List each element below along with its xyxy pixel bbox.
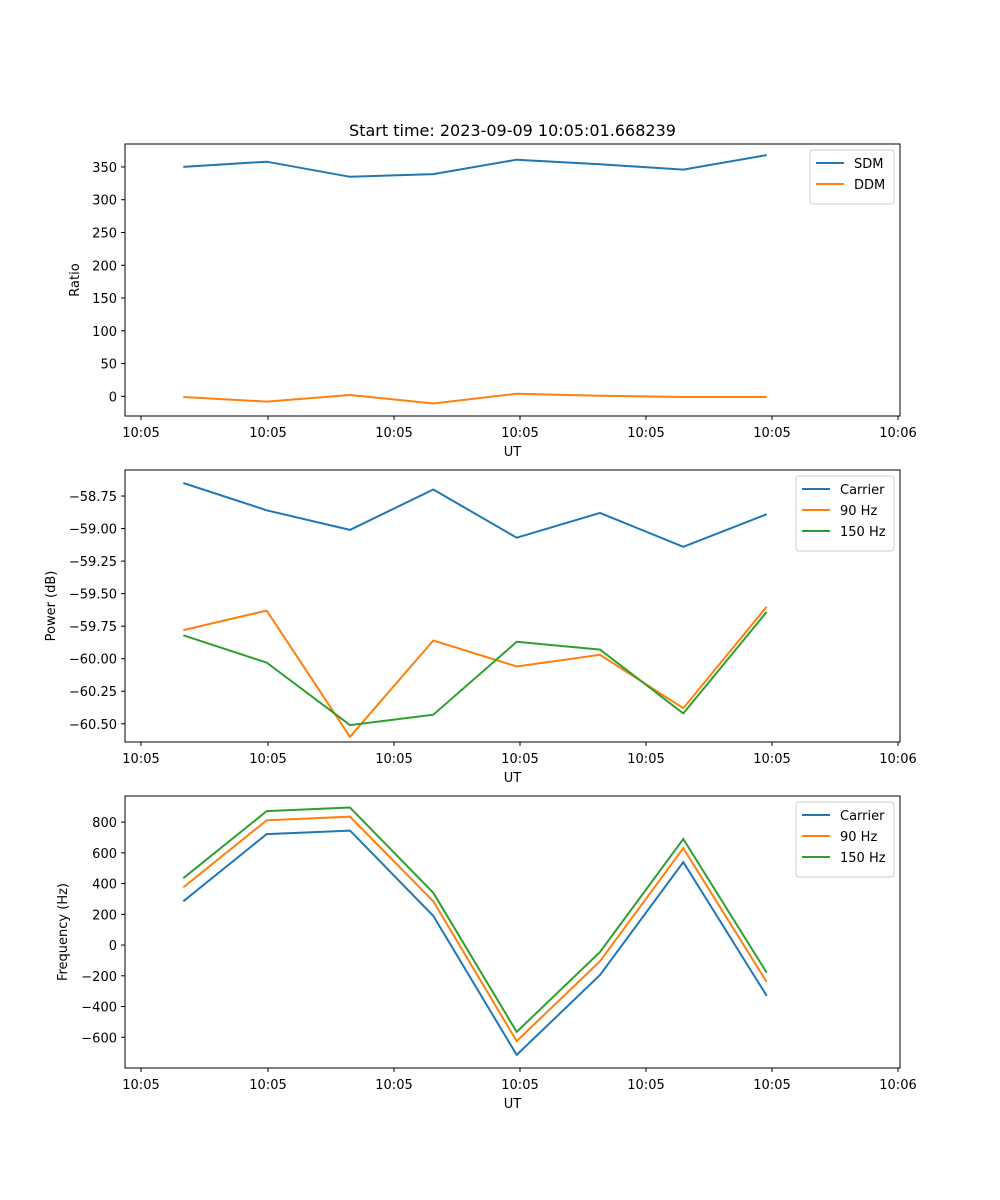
y-tick-label: −60.50 — [69, 718, 117, 733]
x-tick-label: 10:05 — [501, 752, 538, 767]
y-tick-label: 800 — [92, 816, 117, 831]
x-tick-label: 10:05 — [627, 426, 664, 441]
y-tick-label: 50 — [100, 358, 117, 373]
legend-box — [795, 801, 895, 878]
y-tick-label: −59.25 — [69, 555, 117, 570]
x-tick-label: 10:05 — [375, 752, 412, 767]
x-tick-label: 10:05 — [627, 752, 664, 767]
x-tick-label: 10:05 — [501, 426, 538, 441]
y-axis-label: Frequency (Hz) — [56, 883, 71, 981]
x-tick-label: 10:05 — [249, 1078, 286, 1093]
y-axis-label: Ratio — [68, 263, 83, 296]
x-tick-label: 10:05 — [627, 1078, 664, 1093]
x-axis-label: UT — [504, 445, 522, 460]
x-tick-label: 10:05 — [249, 752, 286, 767]
legend-box — [795, 475, 895, 552]
series-line-90-hz — [182, 815, 768, 1043]
y-tick-label: −60.00 — [69, 653, 117, 668]
y-tick-label: 400 — [92, 878, 117, 893]
y-tick-label: 250 — [92, 226, 117, 241]
x-tick-label: 10:05 — [249, 426, 286, 441]
series-line-150-hz — [182, 611, 768, 727]
subplot-3: −600 −400 −200 0 200 400 600 800 10:05 10:05 10:05… — [56, 795, 917, 1112]
x-tick-label: 10:05 — [375, 1078, 412, 1093]
axes-frame — [124, 469, 901, 743]
series-line-carrier — [182, 482, 768, 548]
y-tick-label: 300 — [92, 194, 117, 209]
y-tick-label: 200 — [92, 908, 117, 923]
figure-title: Start time: 2023-09-09 10:05:01.668239 — [349, 121, 676, 140]
legend-entry: Carrier — [840, 483, 885, 498]
y-tick-label: −59.50 — [69, 588, 117, 603]
y-tick-label: 150 — [92, 292, 117, 307]
y-tick-label: −59.00 — [69, 523, 117, 538]
x-tick-label: 10:05 — [375, 426, 412, 441]
legend: Carrier 90 Hz 150 Hz — [795, 801, 895, 878]
legend-entry: 90 Hz — [840, 830, 877, 845]
legend-entry: Carrier — [840, 809, 885, 824]
x-axis-label: UT — [504, 771, 522, 786]
y-tick-label: −58.75 — [69, 490, 117, 505]
legend-entry: 90 Hz — [840, 504, 877, 519]
x-tick-label: 10:06 — [879, 752, 916, 767]
x-axis-label: UT — [504, 1097, 522, 1112]
y-tick-label: −200 — [81, 970, 117, 985]
series-line-150-hz — [182, 806, 768, 1034]
axes-frame — [124, 143, 901, 417]
x-tick-label: 10:05 — [122, 1078, 159, 1093]
y-tick-label: −60.25 — [69, 685, 117, 700]
y-tick-label: 100 — [92, 325, 117, 340]
series-line-ddm — [183, 392, 767, 405]
y-tick-label: 350 — [92, 161, 117, 176]
x-tick-label: 10:05 — [753, 426, 790, 441]
x-tick-label: 10:06 — [879, 426, 916, 441]
y-tick-label: 200 — [92, 259, 117, 274]
series-line-carrier — [182, 829, 768, 1057]
subplot-1: 0 50 100 150 200 250 300 350 10:05 10:05 10:05 10:0… — [68, 143, 917, 460]
subplots: 0 50 100 150 200 250 300 350 10:05 10:05 10:05 10:0… — [44, 143, 917, 1112]
y-axis-label: Power (dB) — [44, 571, 59, 642]
y-tick-label: 0 — [109, 939, 117, 954]
legend: Carrier 90 Hz 150 Hz — [795, 475, 895, 552]
x-tick-label: 10:05 — [122, 752, 159, 767]
legend-entry: 150 Hz — [840, 525, 886, 540]
legend-entry: DDM — [854, 178, 885, 193]
y-tick-label: −600 — [81, 1031, 117, 1046]
legend-entry: 150 Hz — [840, 851, 886, 866]
axes-frame — [124, 795, 901, 1069]
series-line-sdm — [183, 154, 767, 178]
legend-entry: SDM — [854, 157, 883, 172]
y-tick-label: 600 — [92, 847, 117, 862]
legend: SDM DDM — [809, 149, 895, 205]
series-line-90-hz — [183, 606, 768, 739]
subplot-2: −58.75 −59.00 −59.25 −59.50 −59.75 −60.00 −60.… — [44, 469, 917, 786]
x-tick-label: 10:05 — [753, 752, 790, 767]
y-tick-label: −59.75 — [69, 620, 117, 635]
x-tick-label: 10:05 — [122, 426, 159, 441]
x-tick-label: 10:06 — [879, 1078, 916, 1093]
y-tick-label: −400 — [81, 1001, 117, 1016]
x-tick-label: 10:05 — [753, 1078, 790, 1093]
x-tick-label: 10:05 — [501, 1078, 538, 1093]
y-tick-label: 0 — [109, 390, 117, 405]
